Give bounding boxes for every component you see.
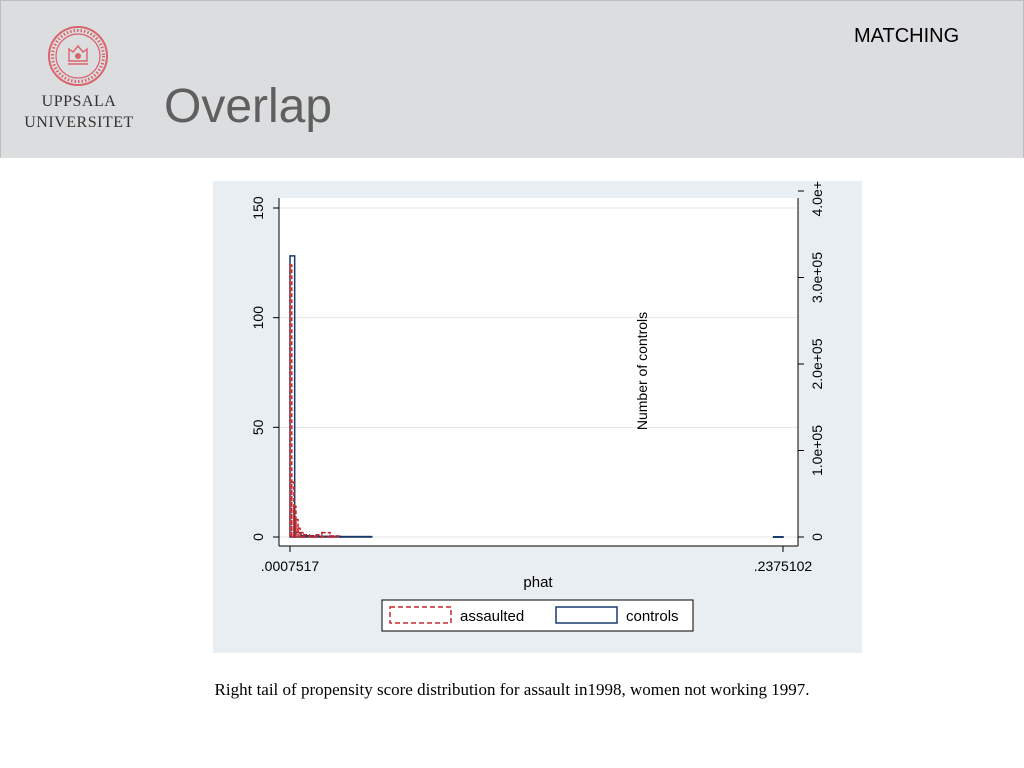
assaulted-bar-2 (293, 505, 297, 538)
slide-caption: Right tail of propensity score distribut… (214, 680, 810, 699)
left-tick-label-0: 0 (250, 533, 266, 541)
left-axis-ticks: 0 50 100 150 (250, 196, 279, 541)
slide-header: UPPSALA UNIVERSITET Overlap MATCHING (0, 0, 1024, 158)
legend-label-assaulted: assaulted (460, 608, 524, 625)
assaulted-bar-10 (329, 535, 340, 538)
right-tick-label-1: 1.0e+05 (809, 425, 825, 476)
right-tick-label-3: 3.0e+05 (809, 252, 825, 303)
university-seal-icon (48, 26, 108, 86)
x-axis-label: phat (523, 574, 553, 591)
assaulted-bar-1 (291, 481, 295, 538)
plot-area (279, 198, 798, 546)
legend: assaulted controls (381, 599, 694, 632)
assaulted-bar-5 (299, 531, 304, 538)
logo-text-line2: UNIVERSITET (24, 114, 134, 131)
logo-text-line1: UPPSALA (41, 93, 117, 110)
left-tick-label-2: 100 (250, 306, 266, 330)
slide-title: Overlap (164, 80, 333, 133)
controls-bar-5 (772, 535, 784, 538)
assaulted-bar-3 (295, 518, 299, 538)
legend-box (381, 599, 694, 632)
legend-label-controls: controls (626, 608, 679, 625)
university-logo: UPPSALA UNIVERSITET (23, 23, 135, 133)
assaulted-bars (289, 264, 340, 538)
right-tick-label-2: 2.0e+05 (809, 338, 825, 389)
right-axis-ticks: 0 1.0e+05 2.0e+05 3.0e+05 4.0e+05 (798, 181, 825, 541)
legend-swatch-assaulted (389, 606, 452, 624)
right-tick-label-4: 4.0e+05 (809, 181, 825, 217)
section-label: MATCHING (854, 25, 960, 47)
left-tick-label-3: 150 (250, 196, 266, 220)
right-axis-label: Number of controls (634, 312, 650, 430)
x-tick-label-0: .0007517 (261, 558, 320, 574)
legend-swatch-controls (555, 606, 618, 624)
x-tick-label-1: .2375102 (754, 558, 813, 574)
assaulted-bar-0 (289, 264, 293, 538)
assaulted-bar-8 (314, 534, 323, 538)
right-tick-label-0: 0 (809, 533, 825, 541)
controls-bar-4 (339, 535, 373, 538)
left-tick-label-1: 50 (250, 419, 266, 435)
x-axis-ticks: .0007517 .2375102 (261, 546, 813, 574)
